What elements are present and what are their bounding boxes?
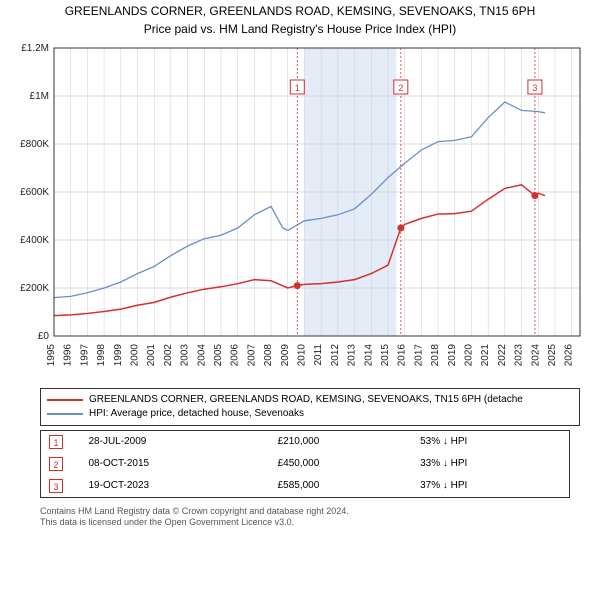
- svg-text:2: 2: [398, 83, 403, 93]
- svg-text:2019: 2019: [447, 343, 458, 366]
- svg-text:2011: 2011: [313, 343, 324, 365]
- marker-date: 28-JUL-2009: [81, 430, 270, 453]
- marker-price: £585,000: [270, 475, 413, 498]
- svg-text:1: 1: [295, 83, 300, 93]
- svg-text:2020: 2020: [463, 343, 474, 366]
- marker-delta: 33% ↓ HPI: [412, 453, 569, 475]
- marker-table: 1 28-JUL-2009£210,00053% ↓ HPI 2 08-OCT-201…: [40, 430, 570, 498]
- svg-text:£600K: £600K: [20, 187, 49, 198]
- marker-delta: 53% ↓ HPI: [412, 430, 569, 453]
- svg-text:2009: 2009: [280, 343, 291, 366]
- svg-text:2002: 2002: [163, 343, 174, 366]
- svg-text:2023: 2023: [514, 343, 525, 366]
- svg-text:2007: 2007: [246, 343, 257, 366]
- svg-text:2016: 2016: [397, 343, 408, 366]
- svg-text:2001: 2001: [146, 343, 157, 366]
- marker-badge: 1: [49, 435, 63, 449]
- svg-text:2013: 2013: [347, 343, 358, 366]
- legend-row: HPI: Average price, detached house, Seve…: [47, 407, 573, 421]
- svg-text:2015: 2015: [380, 343, 391, 366]
- svg-text:3: 3: [532, 83, 537, 93]
- svg-text:2018: 2018: [430, 343, 441, 366]
- svg-text:2000: 2000: [129, 343, 140, 366]
- marker-price: £450,000: [270, 453, 413, 475]
- svg-text:2017: 2017: [413, 343, 424, 366]
- svg-text:2005: 2005: [213, 343, 224, 366]
- svg-text:2006: 2006: [230, 343, 241, 366]
- svg-text:2010: 2010: [296, 343, 307, 366]
- marker-price: £210,000: [270, 430, 413, 453]
- legend-label: GREENLANDS CORNER, GREENLANDS ROAD, KEMS…: [89, 394, 523, 405]
- table-row: 1 28-JUL-2009£210,00053% ↓ HPI: [41, 430, 570, 453]
- svg-text:£1.2M: £1.2M: [21, 43, 49, 54]
- svg-text:1996: 1996: [63, 343, 74, 366]
- footer-line-2: This data is licensed under the Open Gov…: [40, 517, 580, 529]
- chart-subtitle: Price paid vs. HM Land Registry's House …: [0, 22, 600, 40]
- svg-text:2004: 2004: [196, 343, 207, 366]
- legend: GREENLANDS CORNER, GREENLANDS ROAD, KEMS…: [40, 388, 580, 426]
- legend-swatch: [47, 413, 83, 415]
- table-row: 2 08-OCT-2015£450,00033% ↓ HPI: [41, 453, 570, 475]
- svg-text:2008: 2008: [263, 343, 274, 366]
- chart-plot: £0 £200K £400K £600K £800K £1M £1.2M 1995 1996 19…: [10, 40, 590, 380]
- svg-text:2024: 2024: [530, 343, 541, 366]
- legend-label: HPI: Average price, detached house, Seve…: [89, 408, 304, 419]
- svg-text:£800K: £800K: [20, 139, 49, 150]
- svg-text:2025: 2025: [547, 343, 558, 366]
- chart-title: GREENLANDS CORNER, GREENLANDS ROAD, KEMS…: [0, 0, 600, 22]
- svg-text:2021: 2021: [480, 343, 491, 366]
- marker-delta: 37% ↓ HPI: [412, 475, 569, 498]
- svg-text:1998: 1998: [96, 343, 107, 366]
- svg-text:£1M: £1M: [30, 91, 49, 102]
- legend-swatch: [47, 399, 83, 401]
- svg-text:2014: 2014: [363, 343, 374, 366]
- footer-line-1: Contains HM Land Registry data © Crown c…: [40, 506, 580, 518]
- marker-date: 19-OCT-2023: [81, 475, 270, 498]
- marker-badge: 3: [49, 479, 63, 493]
- svg-text:£0: £0: [38, 331, 50, 342]
- svg-text:1995: 1995: [46, 343, 57, 366]
- marker-badge: 2: [49, 457, 63, 471]
- svg-text:2012: 2012: [330, 343, 341, 366]
- svg-text:£400K: £400K: [20, 235, 49, 246]
- svg-text:2026: 2026: [564, 343, 575, 366]
- svg-text:2022: 2022: [497, 343, 508, 366]
- svg-text:£200K: £200K: [20, 283, 49, 294]
- footer: Contains HM Land Registry data © Crown c…: [0, 502, 600, 533]
- marker-date: 08-OCT-2015: [81, 453, 270, 475]
- svg-text:2003: 2003: [180, 343, 191, 366]
- svg-text:1999: 1999: [113, 343, 124, 366]
- svg-text:1997: 1997: [79, 343, 90, 366]
- table-row: 3 19-OCT-2023£585,00037% ↓ HPI: [41, 475, 570, 498]
- legend-row: GREENLANDS CORNER, GREENLANDS ROAD, KEMS…: [47, 393, 573, 407]
